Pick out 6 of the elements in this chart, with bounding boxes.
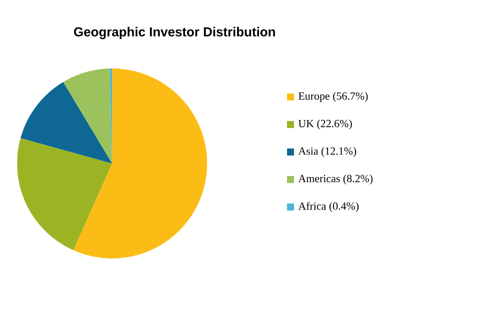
legend-label: UK (22.6%) [298,120,352,130]
legend-label: Africa (0.4%) [298,202,359,212]
legend-label: Americas (8.2%) [298,174,373,184]
legend-label: Europe (56.7%) [298,92,368,102]
legend-label: Asia (12.1%) [298,147,356,157]
chart-title: Geographic Investor Distribution [74,26,275,40]
